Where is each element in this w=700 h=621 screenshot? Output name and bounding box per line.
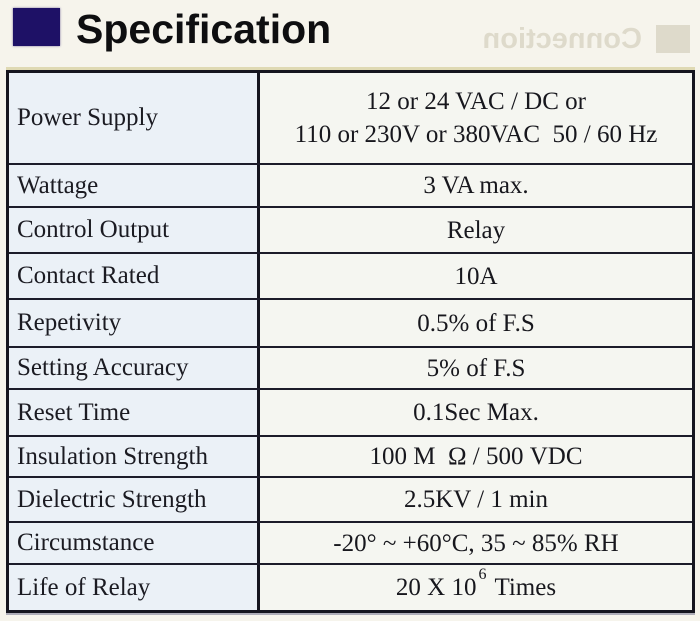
row-value: 12 or 24 VAC / DC or 110 or 230V or 380V…	[260, 73, 692, 163]
row-label: Control Output	[9, 208, 260, 252]
table-row-repetivity: Repetivity 0.5% of F.S	[9, 298, 692, 346]
row-label: Wattage	[9, 165, 260, 206]
row-value: 0.1Sec Max.	[260, 390, 692, 435]
row-value: 0.5% of F.S	[260, 300, 692, 346]
page-title: Specification	[76, 6, 332, 52]
value-line-2: 110 or 230V or 380VAC 50 / 60 Hz	[294, 121, 658, 148]
section-header: Specification	[13, 6, 331, 52]
row-label: Dielectric Strength	[9, 478, 260, 521]
table-row-dielectric-strength: Dielectric Strength 2.5KV / 1 min	[9, 476, 692, 521]
row-value: 2.5KV / 1 min	[260, 478, 692, 521]
row-label: Setting Accuracy	[9, 348, 260, 388]
value-superscript: 6	[478, 566, 487, 583]
row-label: Power Supply	[9, 73, 260, 163]
row-label: Circumstance	[9, 523, 260, 563]
row-value: 5% of F.S	[260, 348, 692, 388]
section-bullet-square-icon	[13, 8, 60, 46]
value-base: 20 X 10	[395, 574, 477, 601]
row-label: Repetivity	[9, 300, 260, 346]
specification-table: Power Supply 12 or 24 VAC / DC or 110 or…	[6, 70, 695, 613]
row-value: 10A	[260, 254, 692, 298]
value-with-superscript: 20 X 10 6 Times	[395, 566, 557, 604]
row-value: Relay	[260, 208, 692, 252]
table-row-setting-accuracy: Setting Accuracy 5% of F.S	[9, 346, 692, 388]
row-label: Insulation Strength	[9, 437, 260, 476]
row-label: Life of Relay	[9, 565, 260, 610]
row-value: 20 X 10 6 Times	[260, 565, 692, 610]
table-row-power-supply: Power Supply 12 or 24 VAC / DC or 110 or…	[9, 73, 692, 163]
value-line-1: 12 or 24 VAC / DC or	[366, 88, 586, 115]
table-row-circumstance: Circumstance -20° ~ +60°C, 35 ~ 85% RH	[9, 521, 692, 563]
table-row-wattage: Wattage 3 VA max.	[9, 163, 692, 206]
ghost-text: Connection	[482, 22, 643, 55]
ghost-bullet-square-icon	[656, 25, 690, 53]
value-rest: Times	[494, 574, 557, 601]
table-row-life-of-relay: Life of Relay 20 X 10 6 Times	[9, 563, 692, 610]
bleed-through-ghost: Connection	[462, 22, 690, 56]
table-row-control-output: Control Output Relay	[9, 206, 692, 252]
row-value: 100 M Ω / 500 VDC	[260, 437, 692, 476]
row-value: 3 VA max.	[260, 165, 692, 206]
table-row-reset-time: Reset Time 0.1Sec Max.	[9, 388, 692, 435]
row-label: Contact Rated	[9, 254, 260, 298]
row-label: Reset Time	[9, 390, 260, 435]
table-row-contact-rated: Contact Rated 10A	[9, 252, 692, 298]
table-row-insulation-strength: Insulation Strength 100 M Ω / 500 VDC	[9, 435, 692, 476]
row-value: -20° ~ +60°C, 35 ~ 85% RH	[260, 523, 692, 563]
